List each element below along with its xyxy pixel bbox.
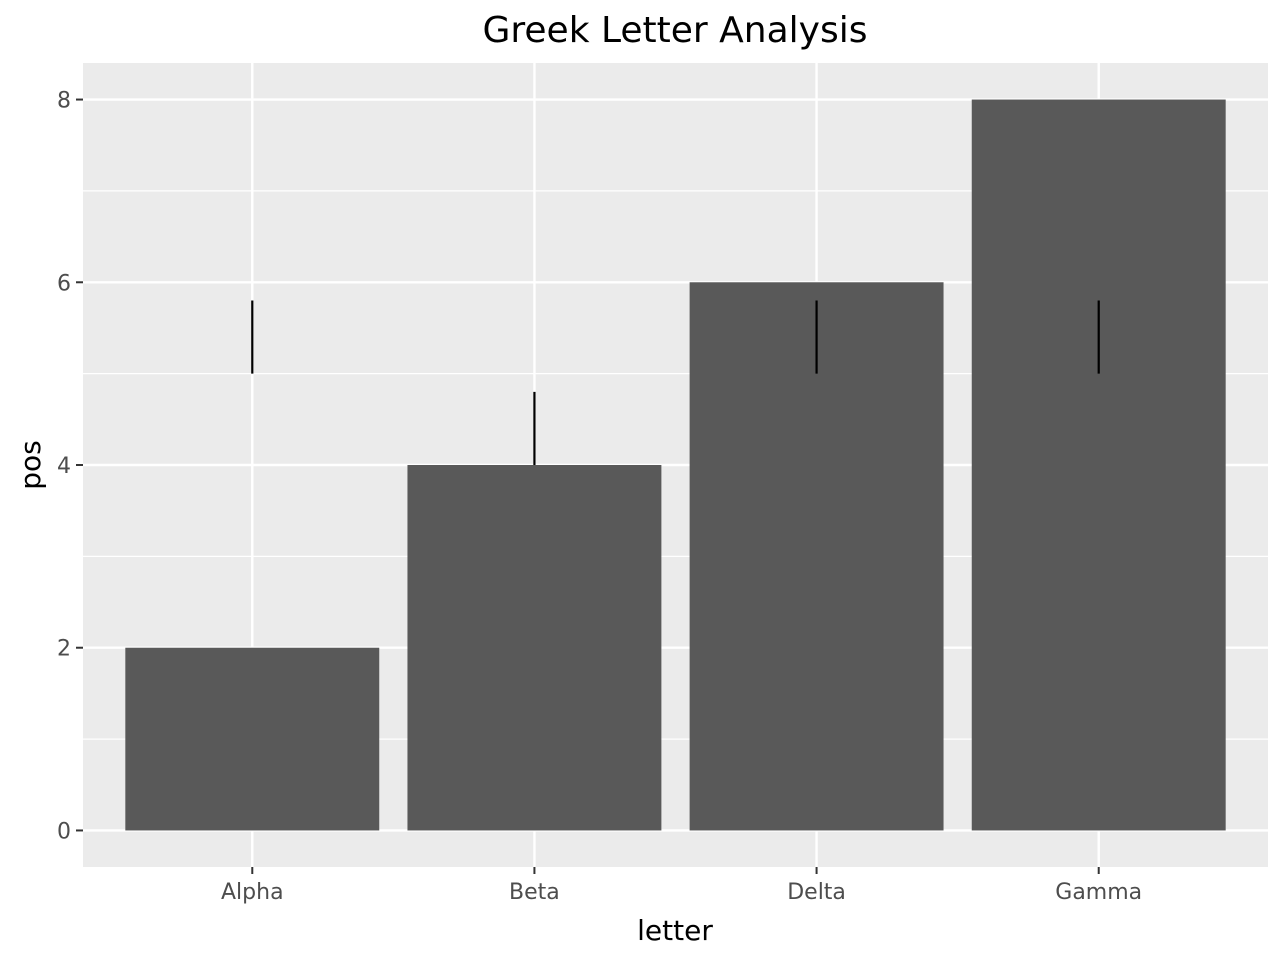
x-tick-label: Alpha [221, 880, 284, 905]
x-tick-label: Delta [787, 880, 846, 905]
x-axis: Alpha Beta Delta Gamma [221, 867, 1142, 905]
chart-title: Greek Letter Analysis [482, 10, 867, 51]
bars [125, 99, 1226, 831]
segments [251, 300, 1100, 465]
y-tick-label: 6 [57, 271, 71, 296]
x-tick-label: Gamma [1055, 880, 1142, 905]
bar-gamma [971, 99, 1226, 831]
bar-beta [407, 465, 662, 831]
y-tick-label: 2 [57, 637, 71, 662]
y-tick-label: 8 [57, 89, 71, 114]
y-tick-label: 4 [57, 454, 71, 479]
bar-delta [689, 282, 944, 831]
bar-alpha [125, 647, 380, 831]
y-axis-title: pos [14, 440, 47, 490]
x-axis-title: letter [637, 914, 713, 947]
y-tick-label: 0 [57, 819, 71, 844]
x-tick-label: Beta [509, 880, 560, 905]
y-axis: 0 2 4 6 8 [57, 89, 83, 844]
